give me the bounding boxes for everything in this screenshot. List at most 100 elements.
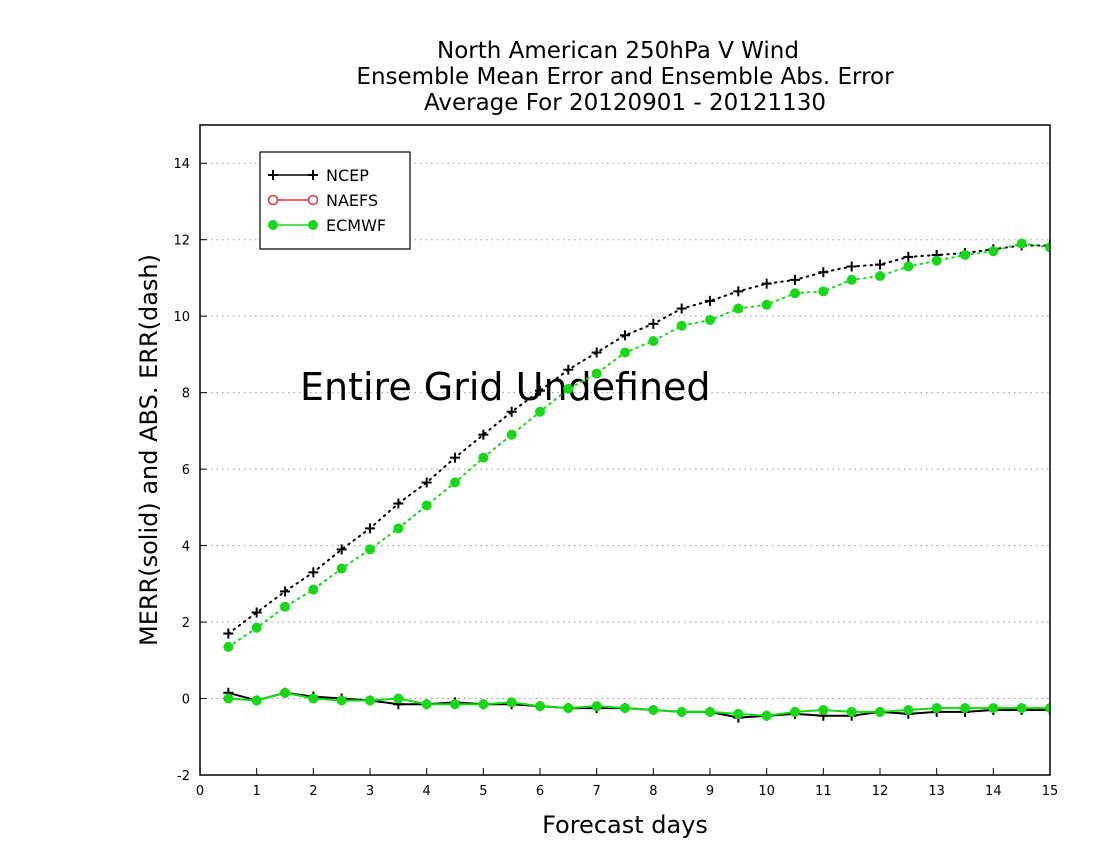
data-point	[393, 498, 404, 509]
legend-marker	[267, 194, 279, 206]
data-point	[308, 693, 319, 704]
x-tick-label: 6	[536, 784, 544, 799]
series-line	[227, 242, 1050, 648]
data-point	[1045, 242, 1050, 253]
data-point	[620, 703, 630, 714]
legend-label: NCEP	[326, 166, 369, 185]
data-point	[563, 383, 574, 394]
data-point	[365, 544, 375, 555]
x-tick-label: 11	[815, 784, 832, 799]
data-point	[506, 406, 517, 417]
data-point	[365, 695, 375, 706]
data-point	[1016, 703, 1027, 714]
data-point	[591, 368, 602, 379]
data-point	[450, 477, 460, 488]
data-point	[903, 261, 914, 272]
y-axis-label: MERR(solid) and ABS. ERR(dash)	[135, 254, 163, 646]
data-point	[563, 364, 574, 375]
data-point	[903, 705, 914, 715]
x-tick-label: 2	[309, 784, 317, 799]
series-line	[228, 691, 1050, 719]
data-point	[931, 703, 942, 714]
data-point	[960, 703, 970, 714]
x-tick-label: 10	[758, 784, 775, 799]
data-point	[875, 271, 885, 282]
data-point	[761, 299, 772, 310]
data-point	[563, 703, 574, 714]
data-point	[705, 295, 715, 306]
chart-title: North American 250hPa V Wind Ensemble Me…	[356, 38, 894, 116]
data-point	[676, 303, 687, 314]
data-point	[393, 693, 404, 704]
data-point	[478, 429, 489, 440]
data-point	[761, 278, 772, 289]
data-point	[223, 641, 234, 652]
data-point	[336, 544, 347, 555]
data-point	[733, 303, 744, 314]
data-point	[478, 452, 489, 463]
x-tick-label: 8	[649, 784, 657, 799]
legend-marker	[308, 170, 318, 180]
data-point	[761, 710, 772, 721]
data-point	[591, 347, 602, 358]
data-point	[846, 706, 857, 717]
y-tick-label: 4	[182, 540, 190, 555]
legend-marker	[268, 170, 278, 180]
x-tick-label: 13	[928, 784, 945, 799]
undefined-grid-annotation: Entire Grid Undefined	[300, 365, 711, 409]
data-point	[790, 706, 800, 717]
legend-item-ecmwf: ECMWF	[268, 216, 386, 235]
y-axis: -2 0 2 4 6 8 10 12 14	[173, 157, 207, 784]
data-point	[336, 695, 347, 706]
x-tick-label: 12	[872, 784, 889, 799]
x-tick-label: 5	[479, 784, 487, 799]
x-tick-label: 0	[196, 784, 204, 799]
x-tick-label: 4	[423, 784, 431, 799]
data-point	[421, 500, 432, 511]
data-point	[648, 318, 659, 329]
series-line	[227, 244, 1050, 635]
series-ecmwf-abs-err	[223, 238, 1050, 652]
legend-marker	[308, 220, 318, 230]
series-layer	[223, 238, 1050, 723]
x-tick-label: 3	[366, 784, 374, 799]
data-point	[1016, 238, 1027, 249]
data-point	[506, 429, 517, 440]
data-point	[506, 697, 517, 708]
data-point	[393, 523, 404, 534]
legend-item-naefs: NAEFS	[267, 191, 378, 210]
plot-frame	[199, 124, 1051, 776]
series-ncep-abs-err	[223, 240, 1050, 639]
data-point	[790, 274, 800, 285]
data-point	[365, 523, 375, 534]
data-point	[846, 274, 857, 285]
data-point	[421, 477, 432, 488]
legend-item-ncep: NCEP	[268, 166, 369, 185]
data-point	[733, 286, 744, 297]
series-ecmwf-mean-err	[223, 687, 1050, 721]
data-point	[336, 563, 347, 574]
data-point	[280, 586, 290, 597]
legend: NCEP NAEFS ECMWF	[259, 151, 411, 250]
data-point	[903, 251, 914, 262]
data-point	[421, 699, 432, 710]
data-point	[705, 315, 715, 325]
y-tick-label: 6	[182, 463, 190, 478]
data-point	[535, 406, 545, 417]
y-tick-label: 8	[182, 387, 190, 402]
data-point	[875, 706, 885, 717]
data-point	[251, 695, 262, 706]
data-point	[308, 567, 319, 578]
data-point	[223, 693, 234, 704]
data-point	[620, 330, 630, 341]
title-line-3: Average For 20120901 - 20121130	[424, 90, 826, 116]
data-point	[960, 250, 970, 260]
data-point	[308, 584, 319, 595]
x-tick-label: 1	[253, 784, 261, 799]
data-point	[846, 261, 857, 272]
data-point	[648, 705, 659, 715]
y-tick-label: 12	[173, 234, 190, 249]
data-point	[676, 320, 687, 331]
data-point	[535, 701, 545, 712]
data-point	[280, 601, 290, 612]
